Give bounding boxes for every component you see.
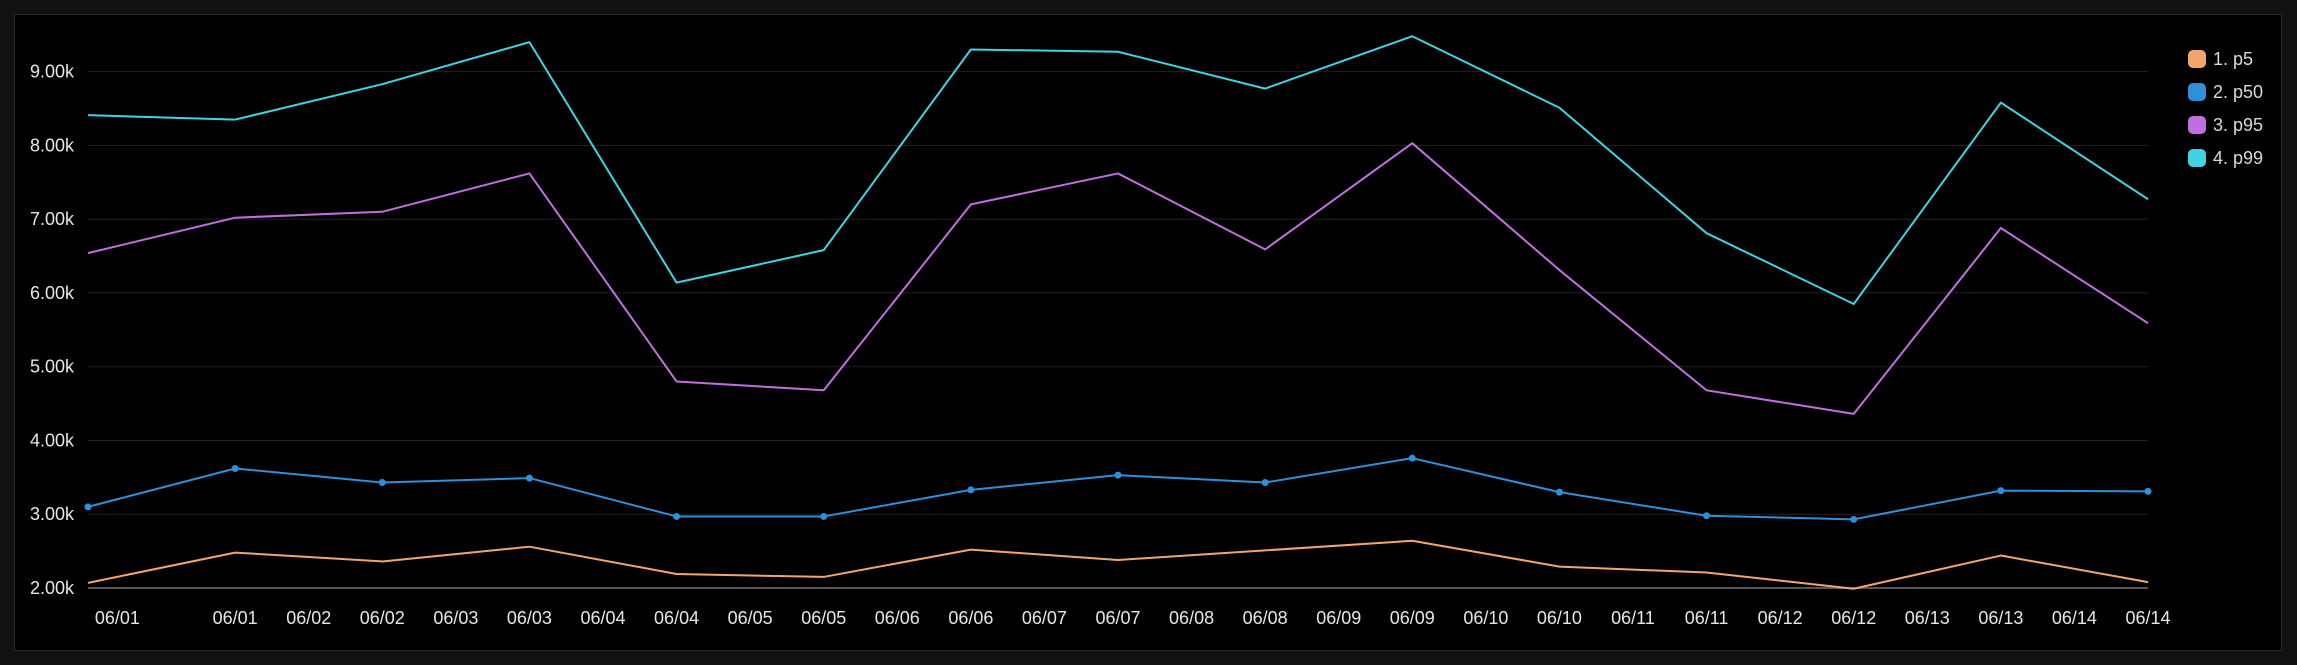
- x-axis-ticks: 06/01 06/01 06/02 06/02 06/03 06/03 06/04 06/04…: [95, 608, 2171, 628]
- legend-swatch: [2188, 116, 2206, 134]
- x-tick-label: 06/10: [1463, 608, 1508, 628]
- data-point[interactable]: [1997, 487, 2005, 495]
- data-point[interactable]: [231, 464, 239, 472]
- legend[interactable]: 1. p5 2. p50 3. p95 4. p99: [2188, 49, 2263, 168]
- series-line-2-p50[interactable]: [87, 457, 2149, 521]
- data-point[interactable]: [525, 474, 533, 482]
- data-point[interactable]: [84, 503, 92, 511]
- data-point[interactable]: [1850, 515, 1858, 523]
- series-line-4-p99[interactable]: [87, 35, 2149, 305]
- data-point[interactable]: [378, 479, 386, 487]
- y-axis-ticks: 2.00k 3.00k 4.00k 5.00k 6.00k 7.00k 8.00k 9.00k: [30, 62, 75, 598]
- grid-lines: [88, 71, 2148, 589]
- x-tick-label: 06/12: [1831, 608, 1876, 628]
- data-point[interactable]: [1261, 479, 1269, 487]
- x-tick-label: 06/14: [2125, 608, 2170, 628]
- legend-item[interactable]: 4. p99: [2188, 148, 2263, 168]
- y-tick-label: 8.00k: [30, 135, 75, 155]
- x-tick-label: 06/11: [1685, 608, 1729, 628]
- x-tick-label: 06/02: [286, 608, 331, 628]
- data-point[interactable]: [1408, 454, 1416, 462]
- x-tick-label: 06/12: [1758, 608, 1803, 628]
- x-tick-label: 06/14: [2052, 608, 2097, 628]
- y-tick-label: 3.00k: [30, 504, 75, 524]
- y-tick-label: 4.00k: [30, 430, 75, 450]
- x-tick-label: 06/11: [1611, 608, 1655, 628]
- legend-swatch: [2188, 149, 2206, 167]
- x-tick-label: 06/10: [1537, 608, 1582, 628]
- x-tick-label: 06/04: [654, 608, 699, 628]
- y-tick-label: 5.00k: [30, 357, 75, 377]
- x-tick-label: 06/13: [1905, 608, 1950, 628]
- x-tick-label: 06/06: [948, 608, 993, 628]
- x-tick-label: 06/05: [728, 608, 773, 628]
- series-line-1-p5[interactable]: [87, 539, 2149, 590]
- x-tick-label: 06/13: [1978, 608, 2023, 628]
- data-point[interactable]: [1114, 471, 1122, 479]
- data-point[interactable]: [673, 512, 681, 520]
- data-point[interactable]: [1555, 488, 1563, 496]
- x-tick-label: 06/04: [580, 608, 625, 628]
- x-tick-label: 06/09: [1316, 608, 1361, 628]
- series-lines: [84, 35, 2152, 590]
- y-tick-label: 7.00k: [30, 209, 75, 229]
- data-point[interactable]: [1703, 512, 1711, 520]
- data-point[interactable]: [967, 486, 975, 494]
- legend-label: 4. p99: [2213, 148, 2263, 168]
- y-tick-label: 6.00k: [30, 283, 75, 303]
- x-tick-label: 06/06: [875, 608, 920, 628]
- legend-swatch: [2188, 50, 2206, 68]
- x-tick-label: 06/09: [1390, 608, 1435, 628]
- series-line-3-p95[interactable]: [87, 142, 2149, 415]
- legend-label: 2. p50: [2213, 82, 2263, 102]
- x-tick-label: 06/02: [360, 608, 405, 628]
- x-tick-label: 06/08: [1169, 608, 1214, 628]
- legend-item[interactable]: 3. p95: [2188, 115, 2263, 135]
- x-tick-label: 06/01: [95, 608, 140, 628]
- chart-panel: [14, 14, 2282, 651]
- x-tick-label: 06/07: [1095, 608, 1140, 628]
- data-point[interactable]: [2144, 487, 2152, 495]
- legend-label: 3. p95: [2213, 115, 2263, 135]
- legend-label: 1. p5: [2213, 49, 2253, 69]
- x-tick-label: 06/07: [1022, 608, 1067, 628]
- x-tick-label: 06/08: [1243, 608, 1288, 628]
- legend-item[interactable]: 2. p50: [2188, 82, 2263, 102]
- x-tick-label: 06/03: [507, 608, 552, 628]
- data-point[interactable]: [820, 512, 828, 520]
- legend-swatch: [2188, 83, 2206, 101]
- x-tick-label: 06/05: [801, 608, 846, 628]
- x-tick-label: 06/01: [213, 608, 258, 628]
- x-tick-label: 06/03: [433, 608, 478, 628]
- legend-item[interactable]: 1. p5: [2188, 49, 2253, 69]
- y-tick-label: 9.00k: [30, 62, 75, 82]
- y-tick-label: 2.00k: [30, 578, 75, 598]
